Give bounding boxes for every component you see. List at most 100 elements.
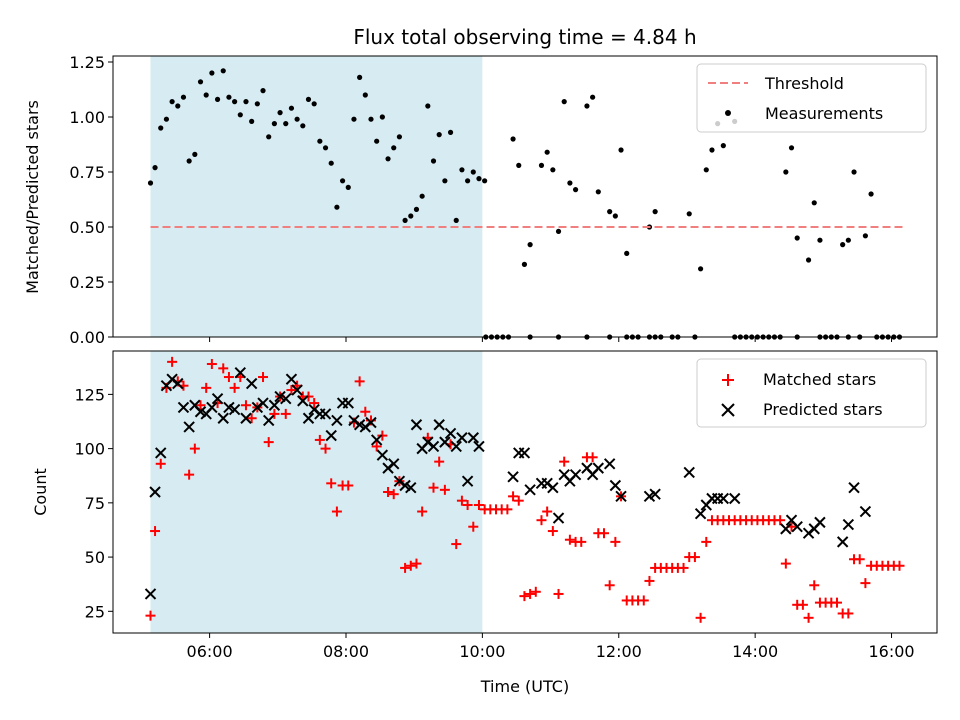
measurement-point (391, 145, 397, 151)
matched-point (564, 534, 575, 545)
matched-point (223, 372, 234, 383)
matched-point (678, 562, 689, 573)
matched-point (644, 575, 655, 586)
predicted-point (444, 427, 457, 440)
measurement-point (368, 116, 374, 122)
matched-point (604, 580, 615, 591)
measurement-point (510, 136, 516, 142)
predicted-point (240, 412, 252, 424)
measurement-point (283, 121, 289, 127)
predicted-point (172, 377, 184, 390)
y-tick-label: 100 (74, 440, 105, 459)
predicted-point (524, 484, 536, 496)
y-tick-label: 0.00 (69, 328, 105, 347)
matched-point (388, 489, 399, 500)
x-tick-label: 10:00 (459, 642, 505, 661)
measurement-point (254, 101, 260, 107)
measurement-point (447, 129, 454, 135)
measurement-point (851, 169, 857, 175)
predicted-point (450, 440, 462, 453)
bottom-y-ticks: 25 50 75 100 125 (74, 385, 113, 621)
measurement-point (862, 233, 868, 239)
matched-point (201, 382, 212, 393)
matched-point (360, 406, 371, 417)
measurement-point (186, 158, 192, 164)
matched-point (439, 484, 450, 495)
matched-point (150, 526, 161, 537)
predicted-point (848, 481, 860, 494)
matched-point (831, 597, 842, 608)
measurement-point (339, 178, 346, 184)
matched-point (780, 558, 791, 569)
top-legend-box (696, 63, 927, 133)
predicted-point (569, 468, 582, 481)
matched-point (371, 441, 382, 452)
matched-point (803, 612, 814, 623)
measurement-point (288, 105, 295, 111)
predicted-point (388, 458, 400, 470)
chart-title: Flux total observing time = 4.84 h (353, 25, 696, 49)
measurement-point (379, 114, 385, 120)
matched-point (155, 458, 166, 469)
matched-point (184, 469, 195, 480)
measurement-point (482, 178, 488, 184)
matched-point (417, 506, 428, 517)
measurement-point (788, 145, 795, 151)
matched-point (246, 413, 257, 424)
legend-measurements-label: Measurements (765, 104, 883, 123)
measurement-point (396, 134, 403, 140)
matched-point (383, 487, 394, 497)
predicted-point (791, 521, 803, 533)
measurement-point (527, 242, 533, 248)
measurement-point (555, 228, 562, 234)
measurement-point (169, 99, 175, 105)
predicted-point (780, 523, 792, 535)
matched-point (843, 608, 854, 619)
matched-point (428, 482, 439, 493)
predicted-point (302, 412, 315, 424)
predicted-point (285, 373, 298, 385)
measurement-point (425, 103, 431, 109)
measurement-point (237, 112, 243, 118)
measurement-point (300, 123, 306, 129)
measurement-point (294, 116, 300, 122)
predicted-point (325, 429, 337, 442)
measurement-point (697, 266, 704, 272)
measurement-point (465, 178, 471, 184)
measurement-point (232, 99, 238, 105)
measurement-point (152, 165, 158, 171)
y-tick-label: 0.75 (69, 163, 105, 182)
predicted-point (717, 492, 730, 505)
matched-point (240, 400, 251, 411)
matched-point (473, 500, 484, 511)
measurement-point (709, 147, 715, 153)
predicted-point (439, 436, 451, 448)
bottom-panel: 25 50 75 100 125 06:00 08:00 10:00 12:00 14:00 16… (31, 350, 938, 696)
measurement-point (203, 92, 209, 98)
matched-point (229, 382, 240, 393)
matched-point (797, 599, 808, 610)
measurement-point (305, 96, 312, 102)
matched-point (468, 521, 479, 532)
matched-point (576, 536, 587, 547)
predicted-point (155, 447, 167, 459)
measurement-point (317, 138, 323, 144)
y-tick-label: 125 (74, 385, 105, 404)
legend-matched-swatch (722, 374, 734, 386)
predicted-point (376, 449, 389, 461)
measurement-point (618, 147, 624, 153)
measurement-point (220, 68, 226, 74)
predicted-point (649, 488, 661, 500)
measurement-point (175, 103, 181, 109)
legend-measurements-swatch (725, 110, 731, 116)
predicted-point (342, 397, 354, 409)
predicted-point (461, 475, 474, 487)
measurement-point (584, 103, 590, 109)
predicted-point (728, 492, 741, 505)
measurement-point (158, 125, 164, 131)
predicted-point (319, 408, 332, 420)
measurement-point (476, 176, 482, 182)
bottom-legend-box (696, 358, 927, 428)
predicted-point (518, 447, 531, 459)
measurement-point (334, 204, 340, 210)
